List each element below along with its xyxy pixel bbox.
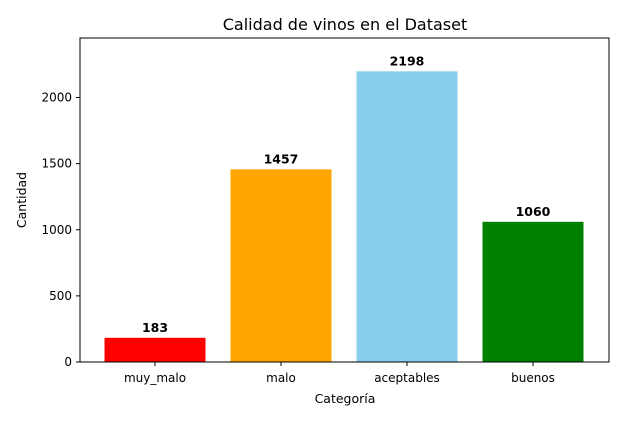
x-tick-label-malo: malo [266,371,296,385]
chart-title: Calidad de vinos en el Dataset [223,15,468,34]
y-tick-label: 1000 [41,223,72,237]
x-tick-label-buenos: buenos [511,371,555,385]
bar-aceptables [356,71,458,362]
plot-area-frame [79,37,610,363]
bar-malo [230,169,332,362]
bar-value-label-aceptables: 2198 [390,53,425,68]
bar-value-label-malo: 1457 [264,151,299,166]
y-axis-label: Cantidad [14,172,29,228]
y-tick-label: 2000 [41,91,72,105]
bar-buenos [482,221,584,362]
x-axis: muy_malo malo aceptables buenos [124,362,555,385]
y-tick-label: 1500 [41,157,72,171]
bar-value-label-muy_malo: 183 [142,320,168,335]
y-axis: 0 500 1000 1500 2000 [41,91,80,369]
x-tick-label-muy_malo: muy_malo [124,371,186,385]
x-axis-label: Categoría [315,391,376,406]
bars [104,71,584,362]
y-tick-label: 500 [49,289,72,303]
bar-value-labels: 183 1457 2198 1060 [142,53,551,334]
bar-value-label-buenos: 1060 [516,204,551,219]
x-tick-label-aceptables: aceptables [374,371,440,385]
bar-muy_malo [104,337,206,362]
y-tick-label: 0 [64,355,72,369]
